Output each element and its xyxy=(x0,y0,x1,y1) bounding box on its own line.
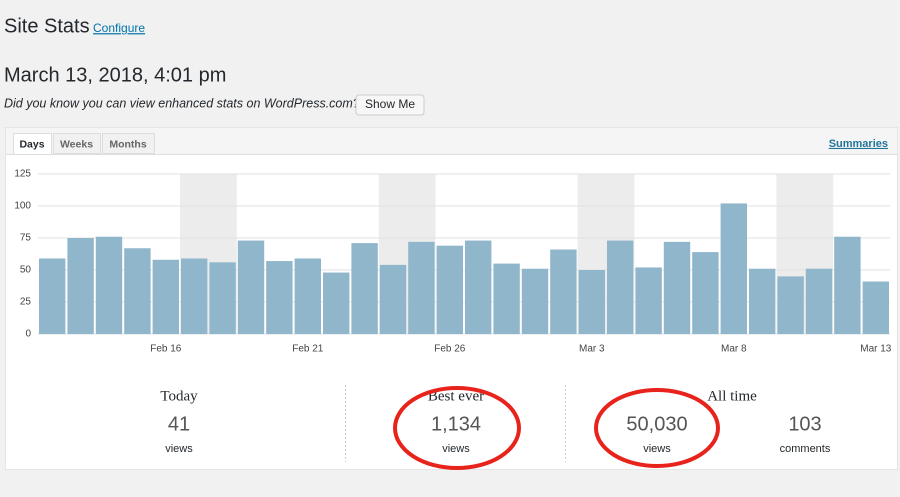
bar xyxy=(578,270,605,334)
stat-value: 103 xyxy=(788,413,821,435)
bar xyxy=(294,258,321,334)
bar xyxy=(95,236,123,334)
bar xyxy=(351,243,378,334)
bar xyxy=(862,281,889,334)
bar xyxy=(124,248,151,334)
stat-label: Today xyxy=(160,388,198,404)
bar xyxy=(266,261,293,334)
bar xyxy=(493,263,520,334)
y-tick-label: 50 xyxy=(20,265,32,276)
bar xyxy=(663,241,691,334)
bar xyxy=(408,241,435,334)
stat-value: 41 xyxy=(168,413,190,435)
button-label[interactable]: Show Me xyxy=(365,97,415,111)
bar xyxy=(181,258,208,334)
stat-label: All time xyxy=(707,388,757,404)
bar xyxy=(720,203,747,334)
x-tick-label: Feb 21 xyxy=(292,344,324,355)
x-tick-label: Feb 16 xyxy=(150,344,182,355)
bar xyxy=(607,240,634,334)
button[interactable] xyxy=(355,94,425,116)
bar xyxy=(749,268,776,334)
bar xyxy=(152,259,179,334)
y-tick-label: 0 xyxy=(25,329,31,340)
bar xyxy=(67,238,94,334)
configure-link[interactable]: Configure xyxy=(93,21,145,35)
bar xyxy=(834,236,861,334)
tab-label[interactable]: Months xyxy=(109,138,146,150)
bar xyxy=(39,258,66,334)
bar xyxy=(323,272,350,334)
stat-label: Best ever xyxy=(428,388,484,404)
bar xyxy=(436,245,463,334)
tab[interactable] xyxy=(102,133,155,154)
bar xyxy=(237,240,265,334)
stat-value: 50,030 xyxy=(626,413,687,435)
tab-label[interactable]: Days xyxy=(19,138,44,150)
bar xyxy=(692,252,719,334)
y-tick-label: 75 xyxy=(20,233,32,244)
annotation-circle xyxy=(393,386,521,470)
x-tick-label: Feb 26 xyxy=(434,344,466,355)
bar xyxy=(379,264,407,334)
tab[interactable] xyxy=(13,133,52,155)
stat-unit: views xyxy=(165,443,193,455)
bar xyxy=(465,240,492,334)
page-title: Site Stats xyxy=(4,15,90,37)
x-tick-label: Mar 8 xyxy=(721,344,747,355)
y-tick-label: 125 xyxy=(14,169,31,180)
notice: Did you know you can view enhanced stats… xyxy=(4,96,360,110)
stat-unit: views xyxy=(643,443,671,455)
y-tick-label: 25 xyxy=(20,297,32,308)
bar xyxy=(777,276,804,334)
bar xyxy=(635,267,662,334)
bar xyxy=(550,249,577,334)
tab-label[interactable]: Weeks xyxy=(60,138,93,150)
date: March 13, 2018, 4:01 pm xyxy=(4,64,226,86)
y-tick-label: 100 xyxy=(14,201,31,212)
x-tick-label: Mar 3 xyxy=(579,344,605,355)
stat-unit: views xyxy=(442,443,470,455)
annotation-circle xyxy=(594,388,720,468)
bar xyxy=(521,268,549,334)
bar xyxy=(805,268,833,334)
stat-unit: comments xyxy=(780,443,831,455)
x-tick-label: Mar 13 xyxy=(860,344,892,355)
summaries-link[interactable]: Summaries xyxy=(829,138,888,150)
tab[interactable] xyxy=(53,133,101,154)
bar xyxy=(209,262,236,334)
stat-value: 1,134 xyxy=(431,413,481,435)
